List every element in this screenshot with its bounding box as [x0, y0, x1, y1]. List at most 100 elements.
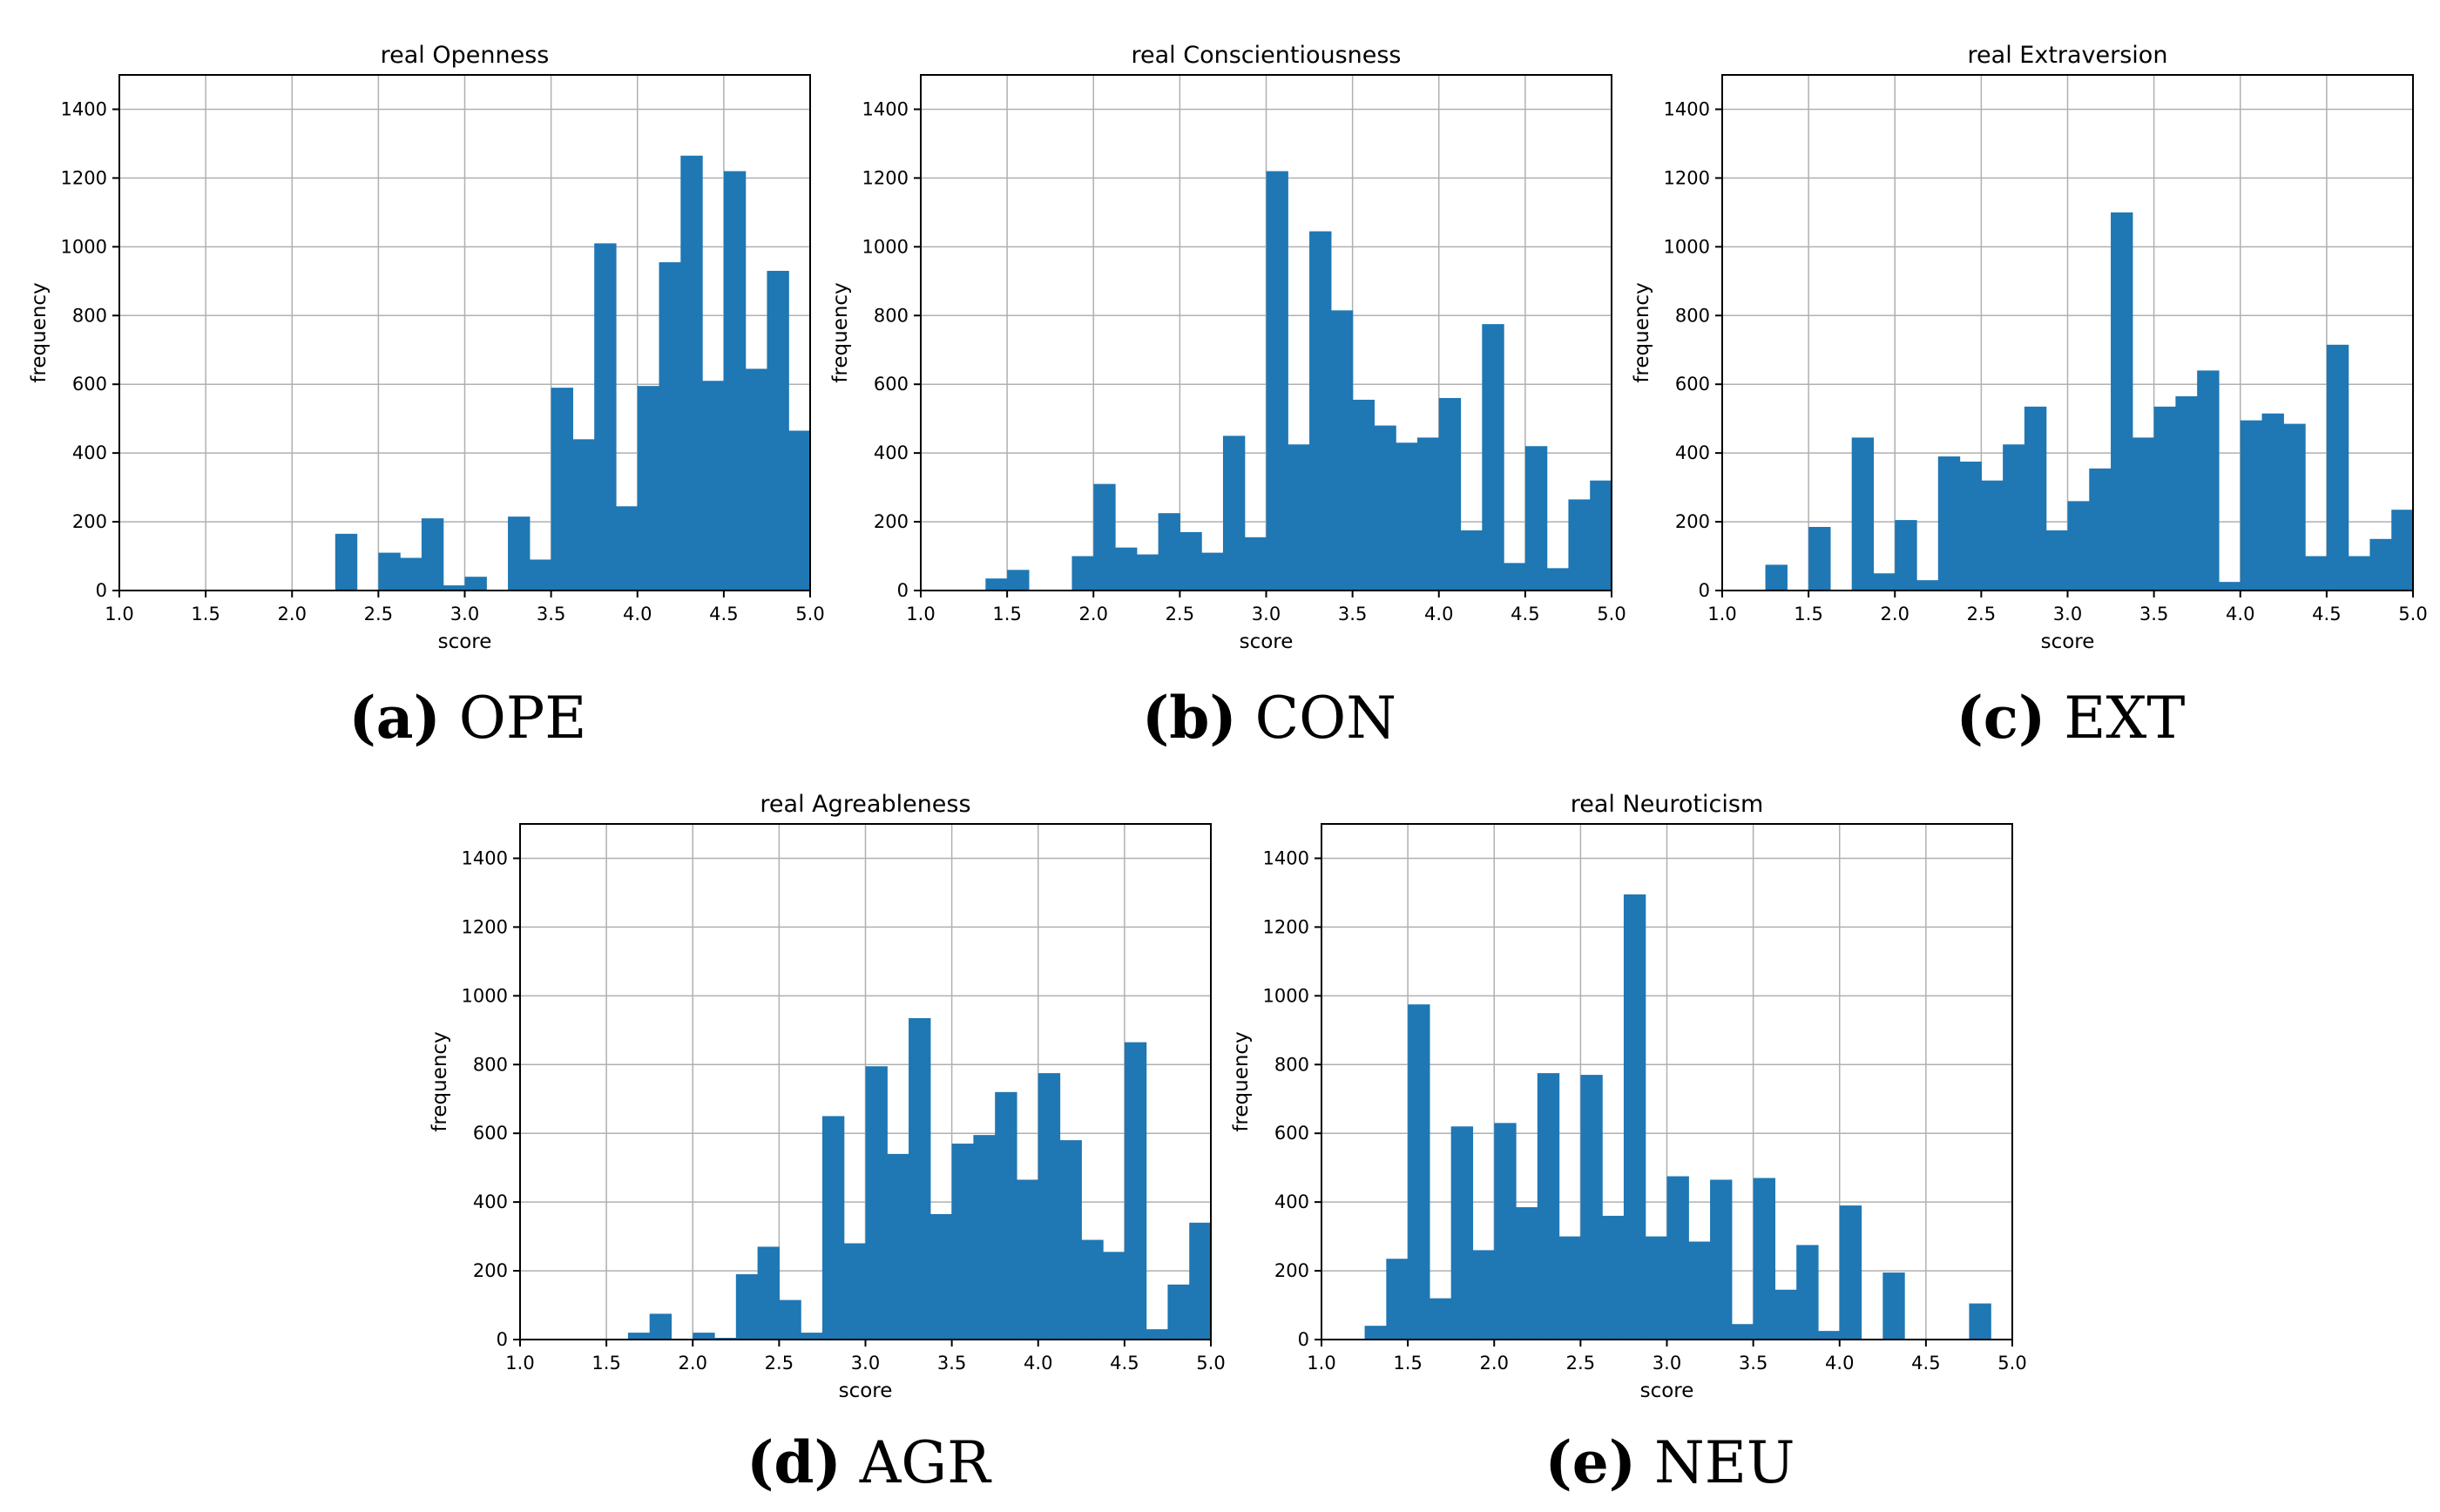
- y-axis-label: frequency: [829, 282, 852, 382]
- histogram-bar: [723, 171, 747, 591]
- x-tick-label: 1.0: [105, 604, 133, 624]
- histogram-bar: [1136, 554, 1159, 591]
- histogram-bar: [1895, 520, 1917, 591]
- y-tick-label: 1400: [1263, 847, 1309, 868]
- histogram-bar: [1038, 1073, 1061, 1340]
- x-tick-label: 3.0: [2053, 604, 2082, 624]
- histogram-bar: [1016, 1179, 1039, 1340]
- histogram-bar: [757, 1246, 780, 1340]
- y-tick-label: 1000: [61, 236, 107, 257]
- histogram-bar: [767, 270, 789, 591]
- x-tick-label: 3.5: [1739, 1353, 1767, 1374]
- histogram-bar: [594, 243, 617, 591]
- y-tick-label: 400: [874, 442, 909, 463]
- y-axis-label: frequency: [28, 282, 51, 382]
- y-tick-label: 1200: [1664, 167, 1710, 188]
- histogram-bar: [995, 1091, 1017, 1340]
- y-tick-label: 600: [473, 1123, 508, 1144]
- histogram-bar: [735, 1274, 759, 1340]
- caption-ext: (c) EXT: [1722, 684, 2419, 752]
- x-tick-label: 2.0: [1881, 604, 1909, 624]
- histogram-bar: [1710, 1179, 1733, 1340]
- histogram-bar: [1386, 1259, 1409, 1340]
- y-tick-label: 400: [1274, 1191, 1309, 1212]
- y-tick-label: 800: [1675, 305, 1710, 326]
- histogram-bar: [1882, 1272, 1905, 1340]
- y-tick-label: 600: [1675, 374, 1710, 395]
- histogram-bar: [2132, 437, 2155, 591]
- histogram-bar: [1081, 1239, 1104, 1340]
- histogram-bar: [779, 1299, 801, 1340]
- histogram-bar: [2024, 406, 2047, 591]
- y-tick-label: 800: [874, 305, 909, 326]
- bars: [1364, 894, 1991, 1340]
- x-tick-label: 5.0: [1597, 604, 1626, 624]
- y-tick-label: 1400: [1664, 98, 1710, 119]
- histogram-bar: [1158, 513, 1180, 591]
- x-tick-label: 3.5: [2139, 604, 2168, 624]
- y-axis-label: frequency: [1631, 282, 1653, 382]
- x-axis-label: score: [839, 1380, 893, 1402]
- histogram-bar: [2305, 556, 2328, 591]
- x-tick-label: 2.5: [1566, 1353, 1595, 1374]
- x-tick-label: 2.5: [364, 604, 393, 624]
- x-axis-label: score: [1640, 1380, 1694, 1402]
- histogram-bar: [2369, 538, 2392, 591]
- histogram-bar: [1167, 1284, 1190, 1340]
- x-tick-label: 2.5: [1967, 604, 1996, 624]
- histogram-bar: [1969, 1303, 1991, 1340]
- x-tick-label: 2.0: [679, 1353, 707, 1374]
- histogram-bar: [1937, 456, 1961, 591]
- histogram-bar: [1396, 442, 1418, 591]
- histogram-bar: [529, 559, 552, 591]
- histogram-bar: [1288, 444, 1310, 591]
- histogram-agr: 1.0 1.5 2.0 2.5 3.0 3.5 4.0 4.5 5.0 0 200 400 600 800…: [429, 791, 1226, 1402]
- x-tick-label: 4.0: [1424, 604, 1453, 624]
- caption-text: CON: [1254, 685, 1396, 752]
- histogram-bar: [1103, 1252, 1125, 1340]
- histogram-bar: [2003, 444, 2025, 591]
- histogram-bar: [1266, 171, 1288, 591]
- histogram-bar: [951, 1144, 975, 1340]
- histogram-bar: [1546, 568, 1570, 591]
- x-tick-label: 3.0: [1653, 1353, 1681, 1374]
- bars: [627, 1017, 1212, 1340]
- histogram-bar: [788, 430, 811, 591]
- x-tick-label: 4.0: [2226, 604, 2254, 624]
- y-tick-label: 200: [1274, 1260, 1309, 1281]
- histogram-bar: [443, 585, 466, 591]
- histogram-bar: [627, 1333, 651, 1340]
- histogram-bar: [1146, 1329, 1169, 1340]
- x-tick-label: 4.0: [1024, 1353, 1052, 1374]
- y-tick-label: 1200: [862, 167, 909, 188]
- histogram-bar: [1460, 530, 1483, 591]
- y-axis-label: frequency: [1230, 1031, 1253, 1131]
- histogram-bar: [1408, 1004, 1430, 1340]
- x-axis-label: score: [438, 631, 492, 653]
- histogram-bar: [421, 518, 444, 591]
- y-tick-label: 400: [473, 1191, 508, 1212]
- histogram-bar: [843, 1243, 867, 1340]
- histogram-bar: [2197, 370, 2220, 591]
- y-tick-label: 1200: [1263, 916, 1309, 937]
- y-tick-label: 400: [1675, 442, 1710, 463]
- histogram-bar: [1731, 1324, 1754, 1340]
- histogram-bar: [508, 516, 531, 591]
- histogram-bar: [2240, 420, 2263, 591]
- x-tick-label: 4.0: [1825, 1353, 1854, 1374]
- x-tick-label: 3.0: [450, 604, 479, 624]
- y-tick-label: 1200: [462, 916, 508, 937]
- histogram-bar: [1201, 552, 1224, 591]
- y-tick-label: 200: [1675, 511, 1710, 532]
- histogram-bar: [1482, 324, 1504, 591]
- histogram-bar: [1504, 563, 1526, 591]
- bars: [985, 171, 1612, 591]
- histogram-bar: [702, 381, 725, 591]
- caption-text: NEU: [1653, 1429, 1795, 1496]
- x-tick-label: 2.0: [1079, 604, 1108, 624]
- histogram-bar: [1124, 1042, 1147, 1340]
- histogram-bar: [1416, 437, 1440, 591]
- histogram-bar: [1817, 1331, 1841, 1340]
- histogram-bar: [1645, 1236, 1668, 1340]
- caption-letter: (e): [1544, 1428, 1636, 1496]
